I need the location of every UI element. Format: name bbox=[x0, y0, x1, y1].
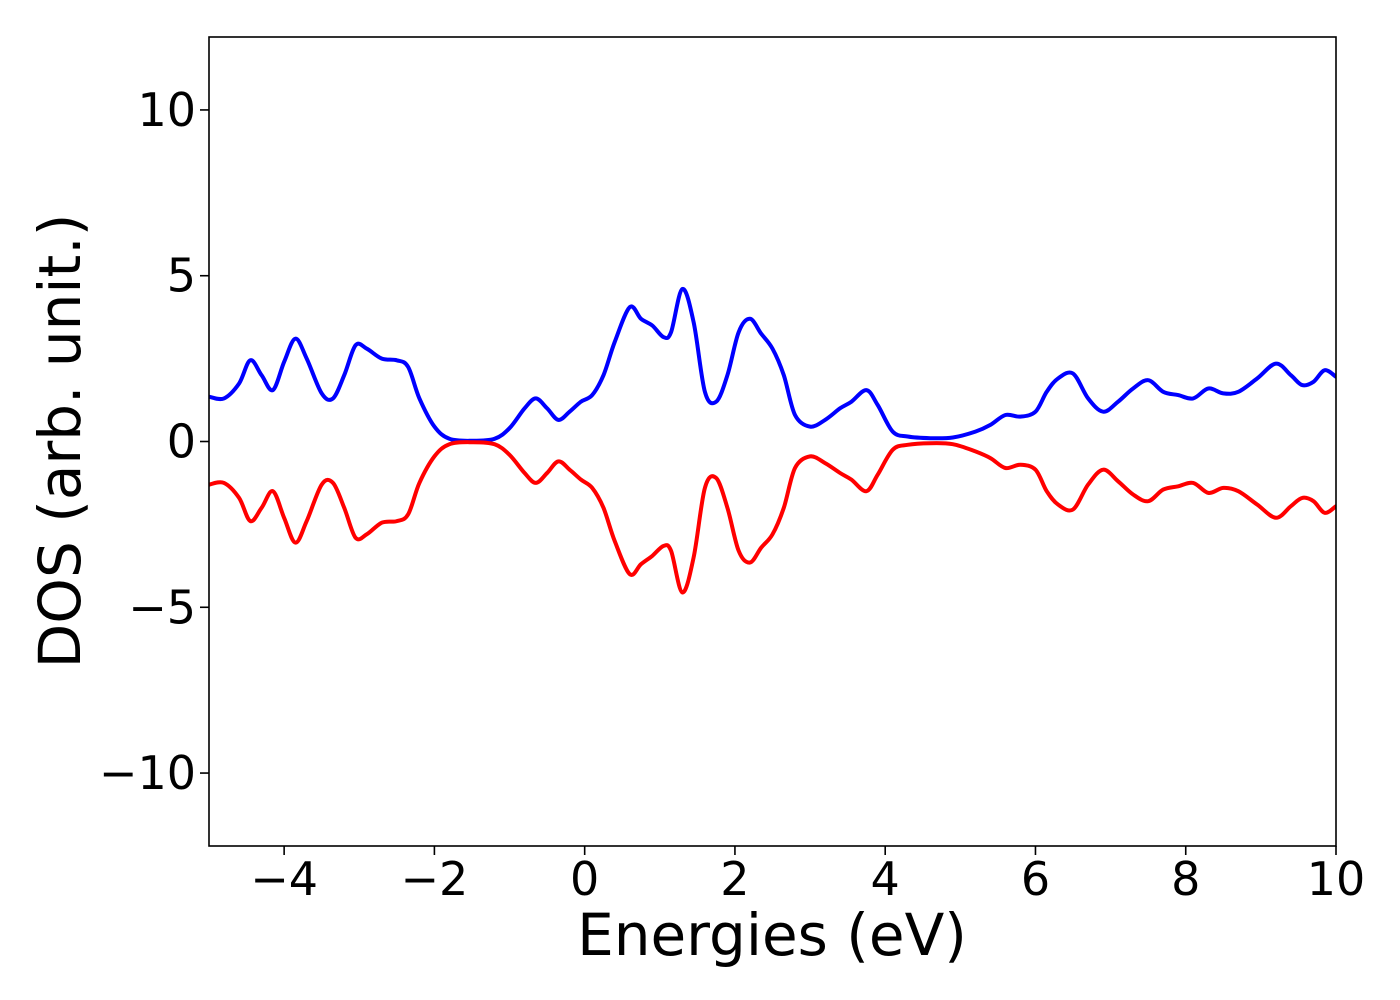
x-axis-title: Energies (eV) bbox=[577, 901, 967, 969]
x-tick-label: 6 bbox=[1021, 852, 1050, 906]
y-tick-label: 0 bbox=[167, 415, 196, 469]
x-tick-label: −2 bbox=[400, 852, 468, 906]
y-tick-label: 5 bbox=[167, 249, 196, 303]
series-layer bbox=[209, 287, 1336, 595]
series-line-negative bbox=[209, 440, 1336, 595]
x-tick-label: 8 bbox=[1171, 852, 1200, 906]
plot-area bbox=[209, 37, 1336, 846]
y-tick-label: −5 bbox=[128, 580, 196, 634]
y-tick-label: −10 bbox=[99, 746, 196, 800]
y-tick-label: 10 bbox=[137, 83, 196, 137]
x-axis-ticks: −4 −2 0 2 4 6 8 10 bbox=[250, 846, 1365, 906]
x-tick-label: 2 bbox=[720, 852, 749, 906]
x-tick-label: −4 bbox=[250, 852, 318, 906]
x-tick-label: 4 bbox=[871, 852, 900, 906]
series-line-positive bbox=[209, 287, 1336, 443]
y-axis-title: DOS (arb. unit.) bbox=[26, 214, 94, 669]
x-tick-label: 0 bbox=[570, 852, 599, 906]
x-tick-label: 10 bbox=[1307, 852, 1366, 906]
y-axis-ticks: −10 −5 0 5 10 bbox=[99, 83, 209, 800]
